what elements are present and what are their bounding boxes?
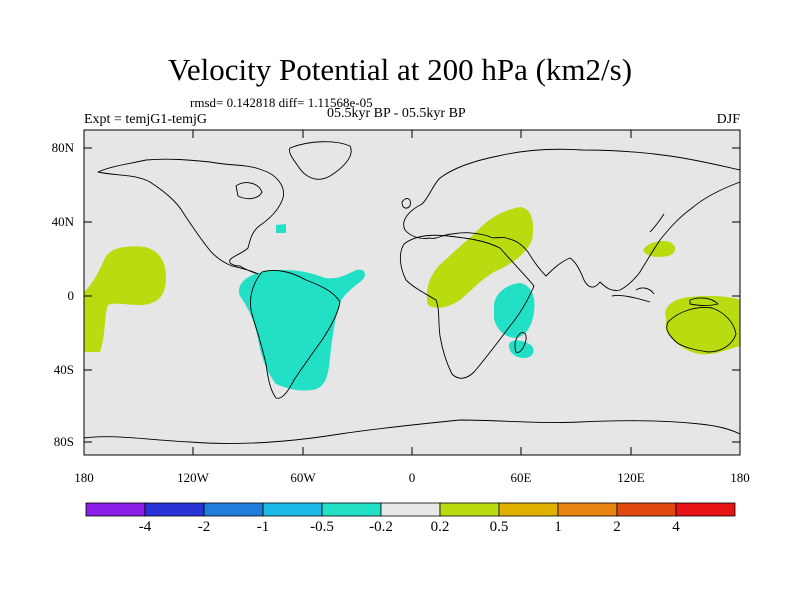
map-title: Velocity Potential at 200 hPa (km2/s) [167,52,633,87]
negative-anomaly-regions [238,224,535,391]
colorbar-swatch [498,502,559,517]
anomaly-negative-caribbean [276,224,286,233]
colorbar-label: 4 [672,519,680,535]
colorbar-swatch [557,502,618,517]
x-label-60e: 60E [510,470,532,485]
coast-eurasia [403,148,741,291]
colorbar-swatch [144,502,205,517]
coast-antarctica [83,419,741,444]
colorbar-label: -1 [256,519,270,535]
x-label-180e: 180 [730,470,750,485]
colorbar [85,502,736,517]
anomaly-positive-pacific [84,246,166,352]
x-label-180w: 180 [74,470,94,485]
coastlines [83,141,741,444]
colorbar-label: -2 [197,519,211,535]
colorbar-label: 0.5 [489,519,509,535]
coast-australia [666,307,737,353]
x-label-60w: 60W [290,470,316,485]
colorbar-label: 2 [613,519,621,535]
coast-africa [399,234,535,379]
y-axis-ticks [84,147,740,443]
coast-indonesia [611,287,655,303]
x-label-120e: 120E [617,470,645,485]
coast-hudson-bay [235,182,263,200]
season-label: DJF [716,112,740,127]
coast-uk [401,198,411,209]
anomaly-negative-south-america [238,269,365,391]
y-label-40s: 40S [53,362,74,377]
colorbar-label: -4 [138,519,152,535]
colorbar-label: 0.2 [430,519,450,535]
colorbar-label: -0.2 [369,519,393,535]
map-ocean-background [84,130,740,455]
coast-greenland [289,141,352,180]
colorbar-swatch [203,502,264,517]
colorbar-swatch [85,502,146,517]
anomaly-positive-japan [643,240,676,257]
x-axis-ticks [83,130,741,455]
anomaly-positive-australia [665,296,740,355]
y-label-80n: 80N [51,140,74,155]
coast-madagascar [514,332,527,353]
colorbar-swatch [675,502,736,517]
period-subtitle: 05.5kyr BP - 05.5kyr BP [327,106,466,121]
y-label-0: 0 [67,288,75,303]
coast-north-america [97,158,284,275]
y-label-40n: 40N [51,214,74,229]
colorbar-label: -0.5 [310,519,334,535]
positive-anomaly-regions [84,207,740,355]
rmsd-diff-text: rmsd= 0.142818 diff= 1.11568e-05 [190,95,373,110]
colorbar-swatch [321,502,382,517]
y-label-80s: 80S [53,434,74,449]
coast-new-guinea [689,297,719,306]
colorbar-swatch [262,502,323,517]
colorbar-swatch [616,502,677,517]
anomaly-positive-africa-arabia [426,207,534,308]
coast-japan [649,213,665,233]
colorbar-label: 1 [554,519,562,535]
coast-south-america [250,269,341,399]
colorbar-swatch [380,502,441,517]
colorbar-swatch [439,502,500,517]
experiment-label: Expt = temjG1-temjG [84,112,207,127]
anomaly-negative-indian-ocean [494,283,535,338]
x-label-0: 0 [408,470,416,485]
x-label-120w: 120W [177,470,209,485]
